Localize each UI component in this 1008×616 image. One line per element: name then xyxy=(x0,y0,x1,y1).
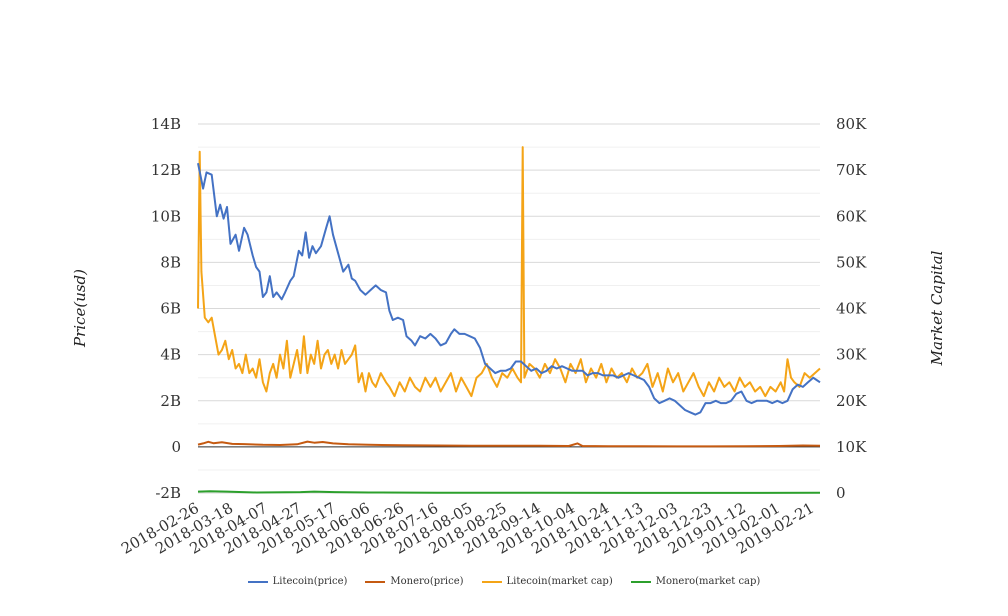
legend-label: Monero(price) xyxy=(390,576,464,587)
left-axis-ticks: -2B 0 2B 4B 6B 8B 10B 12B 14B xyxy=(151,115,181,502)
y-tick-label-left: 6B xyxy=(160,300,181,318)
legend-item: Monero(market cap) xyxy=(630,576,761,587)
legend-swatch xyxy=(365,580,386,583)
series-line-monero-price xyxy=(197,440,821,448)
y-tick-label-right: 10K xyxy=(836,438,867,456)
grid xyxy=(198,123,820,494)
legend-swatch xyxy=(247,580,268,583)
y-tick-label-right: 50K xyxy=(836,253,867,271)
legend-label: Litecoin(price) xyxy=(272,576,348,587)
y-tick-label-left: 2B xyxy=(160,392,181,410)
y-tick-label-left: 14B xyxy=(151,115,181,133)
y-tick-label-right: 70K xyxy=(836,161,867,179)
y-tick-label-right: 20K xyxy=(836,392,867,410)
y-tick-label-right: 0 xyxy=(836,484,846,502)
series-line-monero-market-cap xyxy=(197,490,821,494)
y-tick-label-left: 4B xyxy=(160,346,181,364)
legend-item: Litecoin(market cap) xyxy=(481,576,613,587)
y-tick-label-left: -2B xyxy=(155,484,181,502)
legend-swatch xyxy=(630,580,651,583)
y-tick-label-right: 80K xyxy=(836,115,867,133)
legend-label: Monero(market cap) xyxy=(655,576,761,587)
legend-swatch xyxy=(481,580,502,583)
legend-item: Litecoin(price) xyxy=(247,576,348,587)
y-tick-label-right: 60K xyxy=(836,207,867,225)
legend: Litecoin(price) Monero(price) Litecoin(mar… xyxy=(0,576,1008,587)
y-tick-label-right: 30K xyxy=(836,346,867,364)
series xyxy=(197,146,821,494)
y-tick-label-left: 12B xyxy=(151,161,181,179)
series-line-litecoin-market-cap xyxy=(197,146,821,398)
series-line-litecoin-price xyxy=(197,163,821,416)
legend-item: Monero(price) xyxy=(365,576,464,587)
y-tick-label-left: 10B xyxy=(151,207,181,225)
right-axis-ticks: 0 10K 20K 30K 40K 50K 60K 70K 80K xyxy=(836,115,867,502)
y-tick-label-left: 0 xyxy=(171,438,181,456)
y-tick-label-left: 8B xyxy=(160,253,181,271)
y-axis-title-left: Price(usd) xyxy=(71,269,89,348)
x-axis-ticks: 2018-02-262018-03-182018-04-072018-04-27… xyxy=(118,499,817,558)
legend-label: Litecoin(market cap) xyxy=(506,576,613,587)
y-axis-title-right: Market Capital xyxy=(928,250,946,366)
y-tick-label-right: 40K xyxy=(836,300,867,318)
